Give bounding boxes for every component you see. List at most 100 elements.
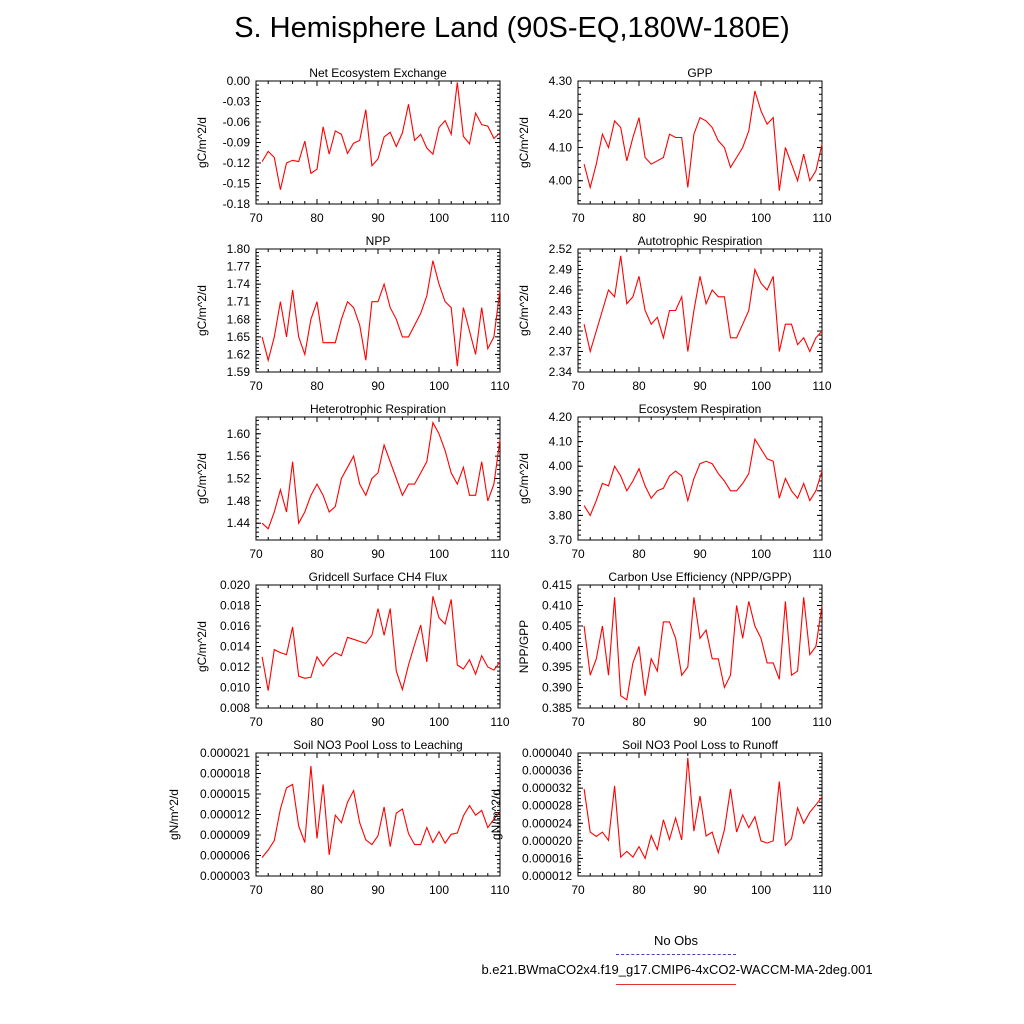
series-line: [583, 90, 823, 191]
series-line: [583, 255, 823, 354]
x-tick-label: 80: [632, 715, 646, 729]
y-tick-label: 1.60: [227, 427, 251, 441]
x-tick-label: 100: [429, 379, 449, 393]
y-tick-label: 2.37: [549, 345, 573, 359]
y-tick-label: 1.77: [227, 260, 251, 274]
series-line: [261, 260, 501, 367]
x-tick-label: 90: [371, 379, 385, 393]
y-tick-label: 1.44: [227, 516, 251, 530]
x-tick-label: 90: [371, 547, 385, 561]
y-tick-label: -0.06: [223, 115, 251, 129]
x-tick-label: 80: [310, 211, 324, 225]
x-tick-label: 70: [571, 883, 585, 897]
x-tick-label: 110: [812, 379, 831, 393]
plot-frame: [255, 416, 501, 541]
chart-title: NPP: [366, 234, 391, 248]
plot-frame: [577, 248, 823, 373]
y-tick-label: 0.000028: [522, 799, 572, 813]
chart-title: Ecosystem Respiration: [639, 402, 762, 416]
x-tick-label: 70: [249, 883, 263, 897]
x-tick-label: 110: [812, 883, 831, 897]
y-tick-label: 4.30: [549, 74, 573, 88]
y-tick-label: 3.90: [549, 484, 573, 498]
y-axis-label: gC/m^2/d: [517, 117, 531, 168]
x-tick-label: 80: [632, 883, 646, 897]
plot-frame: [255, 80, 501, 205]
y-tick-label: 0.008: [220, 701, 250, 715]
y-axis-label: gN/m^2/d: [167, 789, 181, 840]
y-tick-label: 1.56: [227, 449, 251, 463]
y-tick-label: 1.48: [227, 494, 251, 508]
chart-title: Heterotrophic Respiration: [310, 402, 446, 416]
x-tick-label: 110: [490, 883, 509, 897]
y-tick-label: 0.000012: [522, 869, 572, 883]
y-axis-label: gC/m^2/d: [517, 453, 531, 504]
y-tick-label: 4.10: [549, 435, 573, 449]
y-tick-label: -0.12: [223, 156, 251, 170]
y-tick-label: 3.80: [549, 508, 573, 522]
legend-model-label: b.e21.BWmaCO2x4.f19_g17.CMIP6-4xCO2-WACC…: [481, 962, 873, 977]
x-tick-label: 110: [490, 211, 509, 225]
series-line: [261, 420, 501, 530]
x-tick-label: 100: [429, 883, 449, 897]
chart-panel-5: Heterotrophic Respiration gC/m^2/d 1.60 1.5…: [195, 402, 510, 561]
x-tick-label: 90: [693, 547, 707, 561]
y-tick-label: 1.74: [227, 277, 251, 291]
page-title: S. Hemisphere Land (90S-EQ,180W-180E): [234, 12, 790, 44]
chart-panel-6: Ecosystem Respiration gC/m^2/d 4.20 4.10 4.0…: [517, 402, 832, 561]
series-line: [261, 82, 501, 190]
plot-frame: [255, 584, 501, 709]
y-tick-label: 4.00: [549, 459, 573, 473]
y-tick-label: 0.014: [220, 640, 250, 654]
y-tick-label: 2.34: [549, 365, 573, 379]
legend-model-line: [616, 984, 736, 985]
chart-panel-1: Net Ecosystem Exchange gC/m^2/d 0.00 -0.03 -…: [195, 66, 510, 225]
y-tick-label: 0.000020: [522, 834, 572, 848]
chart-panel-8: Carbon Use Efficiency (NPP/GPP) NPP/GPP 0.…: [517, 570, 832, 729]
series-line: [261, 765, 501, 858]
x-tick-label: 90: [371, 883, 385, 897]
y-axis-label: gC/m^2/d: [195, 285, 209, 336]
chart-panel-10: Soil NO3 Pool Loss to Runoff gN/m^2/d 0.00…: [489, 738, 832, 897]
legend-obs-label: No Obs: [653, 933, 699, 948]
chart-title: Gridcell Surface CH4 Flux: [309, 570, 448, 584]
y-axis-label: gC/m^2/d: [195, 453, 209, 504]
x-tick-label: 90: [371, 715, 385, 729]
x-tick-label: 90: [371, 211, 385, 225]
series-line: [583, 437, 823, 517]
y-tick-label: 4.20: [549, 410, 573, 424]
y-tick-label: 2.49: [549, 263, 573, 277]
x-tick-label: 80: [310, 715, 324, 729]
y-tick-label: 0.000021: [200, 746, 250, 760]
y-tick-label: 0.405: [542, 619, 572, 633]
y-tick-label: 0.000032: [522, 781, 572, 795]
chart-title: Soil NO3 Pool Loss to Runoff: [622, 738, 779, 752]
x-tick-label: 110: [490, 715, 509, 729]
x-tick-label: 80: [310, 547, 324, 561]
y-tick-label: 0.390: [542, 681, 572, 695]
chart-panel-9: Soil NO3 Pool Loss to Leaching gN/m^2/d 0.…: [167, 738, 510, 897]
x-tick-label: 70: [571, 547, 585, 561]
x-tick-label: 80: [632, 211, 646, 225]
y-tick-label: -0.15: [223, 177, 251, 191]
x-tick-label: 100: [429, 715, 449, 729]
y-tick-label: 4.10: [549, 140, 573, 154]
y-tick-label: 1.80: [227, 242, 251, 256]
y-tick-label: 0.395: [542, 660, 572, 674]
x-tick-label: 110: [490, 379, 509, 393]
y-axis-label: gN/m^2/d: [489, 789, 503, 840]
y-tick-label: 0.000006: [200, 849, 250, 863]
x-tick-label: 80: [310, 379, 324, 393]
y-tick-label: 0.018: [220, 599, 250, 613]
x-tick-label: 100: [751, 211, 771, 225]
y-tick-label: 3.70: [549, 533, 573, 547]
x-tick-label: 70: [249, 547, 263, 561]
y-tick-label: 0.016: [220, 619, 250, 633]
chart-panel-4: Autotrophic Respiration gC/m^2/d 2.52 2.49 2…: [517, 234, 832, 393]
y-tick-label: 0.000018: [200, 767, 250, 781]
y-tick-label: 0.00: [227, 74, 251, 88]
y-tick-label: 0.410: [542, 599, 572, 613]
chart-title: GPP: [687, 66, 712, 80]
y-tick-label: -0.18: [223, 197, 251, 211]
x-tick-label: 80: [632, 379, 646, 393]
